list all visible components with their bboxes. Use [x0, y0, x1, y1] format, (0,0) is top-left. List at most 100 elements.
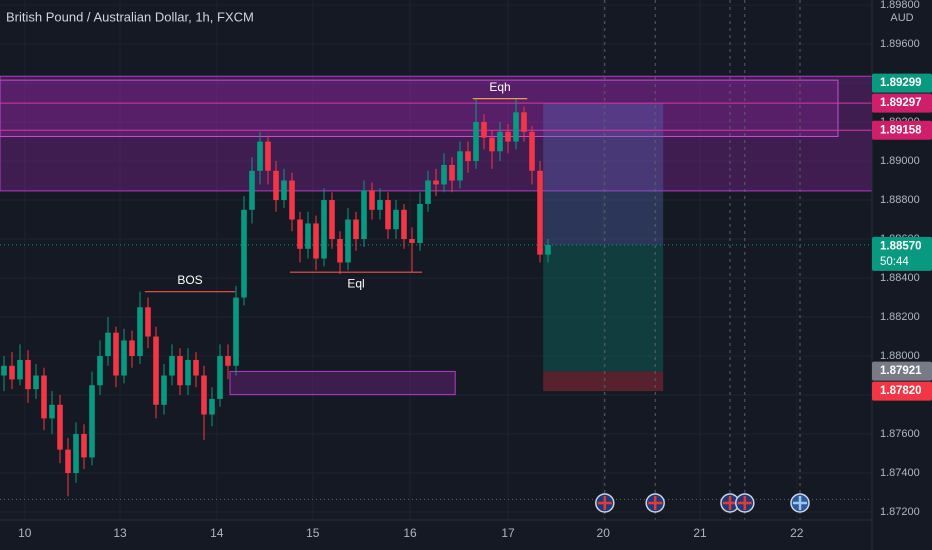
y-tick-label: 1.89600 — [880, 38, 920, 50]
candle-body — [265, 141, 271, 171]
candle-body — [481, 122, 487, 138]
candle-body — [441, 164, 447, 185]
x-tick-label: 13 — [113, 526, 127, 540]
price-badge — [872, 361, 932, 381]
annotation-label: Eqh — [489, 80, 510, 94]
annotation-label: Eql — [347, 276, 364, 290]
candle-body — [153, 336, 159, 405]
candle-body — [497, 131, 503, 152]
candle-body — [417, 203, 423, 243]
axes: 1.872001.874001.876001.878001.880001.882… — [18, 0, 932, 540]
annotation-label: BOS — [177, 273, 202, 287]
candle-body — [449, 164, 455, 181]
candle-body — [41, 375, 47, 419]
candle-body — [57, 404, 63, 450]
price-badge-label: 1.89299 — [880, 77, 922, 89]
candle-body — [329, 200, 335, 240]
price-badge — [872, 120, 932, 140]
event-icon-cross — [737, 496, 752, 510]
candle-body — [33, 375, 39, 390]
price-badge — [872, 93, 932, 113]
candle-body — [193, 359, 199, 376]
candle-body — [313, 223, 319, 259]
x-tick-label: 21 — [693, 526, 707, 540]
candle-body — [1, 365, 7, 376]
y-tick-label: 1.88800 — [880, 194, 920, 206]
candle-body — [505, 131, 511, 142]
y-tick-label: 1.87600 — [880, 428, 920, 440]
y-tick-label: 1.88200 — [880, 311, 920, 323]
candle-body — [289, 180, 295, 220]
candle-body — [529, 131, 535, 171]
event-icon-cross — [597, 496, 612, 510]
y-tick-label: 1.89000 — [880, 155, 920, 167]
y-tick-label: 1.88400 — [880, 272, 920, 284]
price-badge-label: 1.87820 — [880, 385, 922, 397]
candle-body — [545, 244, 551, 255]
y-tick-label: 1.88000 — [880, 350, 920, 362]
candle-body — [201, 375, 207, 415]
candle-body — [521, 112, 527, 132]
candle-body — [473, 122, 479, 162]
candle-body — [305, 223, 311, 249]
candle-body — [281, 180, 287, 201]
candle-body — [457, 151, 463, 181]
candle-body — [225, 356, 231, 366]
candle-body — [233, 297, 239, 366]
candle-body — [217, 356, 223, 399]
candle-body — [297, 219, 303, 249]
x-tick-label: 17 — [501, 526, 515, 540]
price-badge-label: 1.89158 — [880, 124, 922, 136]
candle-body — [361, 190, 367, 240]
candle-body — [97, 356, 103, 386]
candle-body — [425, 180, 431, 204]
candle-body — [73, 434, 79, 474]
x-tick-label: 15 — [306, 526, 320, 540]
candle-body — [273, 170, 279, 201]
candle-body — [145, 307, 151, 337]
candle-body — [121, 340, 127, 376]
x-tick-label: 16 — [403, 526, 417, 540]
zone — [543, 244, 664, 372]
candle-body — [257, 141, 263, 171]
candle-body — [241, 209, 247, 298]
candle-body — [401, 209, 407, 240]
candle-body — [321, 200, 327, 259]
candle-body — [113, 332, 119, 376]
candle-body — [409, 239, 415, 243]
countdown-label: 50:44 — [880, 256, 909, 268]
candle-body — [9, 365, 15, 380]
y-tick-label: 1.87200 — [880, 506, 920, 518]
event-icon-cross — [648, 496, 663, 510]
candle-body — [65, 449, 71, 474]
y-tick-label: 1.89800 — [880, 0, 920, 11]
candle-body — [185, 359, 191, 386]
x-tick-label: 10 — [18, 526, 32, 540]
candle-body — [105, 332, 111, 357]
x-tick-label: 14 — [210, 526, 224, 540]
zone — [0, 79, 839, 137]
candle-body — [129, 340, 135, 357]
zone — [543, 103, 664, 245]
annotations: BOS Eqh Eql — [144, 80, 810, 513]
event-icon-cross — [723, 496, 737, 510]
zone — [543, 371, 664, 392]
candle-body — [81, 434, 87, 458]
candle-body — [489, 137, 495, 152]
candle-body — [137, 307, 143, 357]
candle-body — [25, 359, 31, 390]
candle-body — [513, 112, 519, 142]
currency-label: AUD — [890, 12, 913, 24]
candle-body — [393, 209, 399, 230]
candle-body — [249, 170, 255, 210]
price-badge-label: 1.87921 — [880, 365, 922, 377]
candle-body — [89, 385, 95, 458]
candle-body — [537, 170, 543, 255]
price-badge-label: 1.89297 — [880, 97, 922, 109]
candle-body — [169, 356, 175, 376]
candle-body — [369, 190, 375, 210]
candle-body — [385, 200, 391, 230]
